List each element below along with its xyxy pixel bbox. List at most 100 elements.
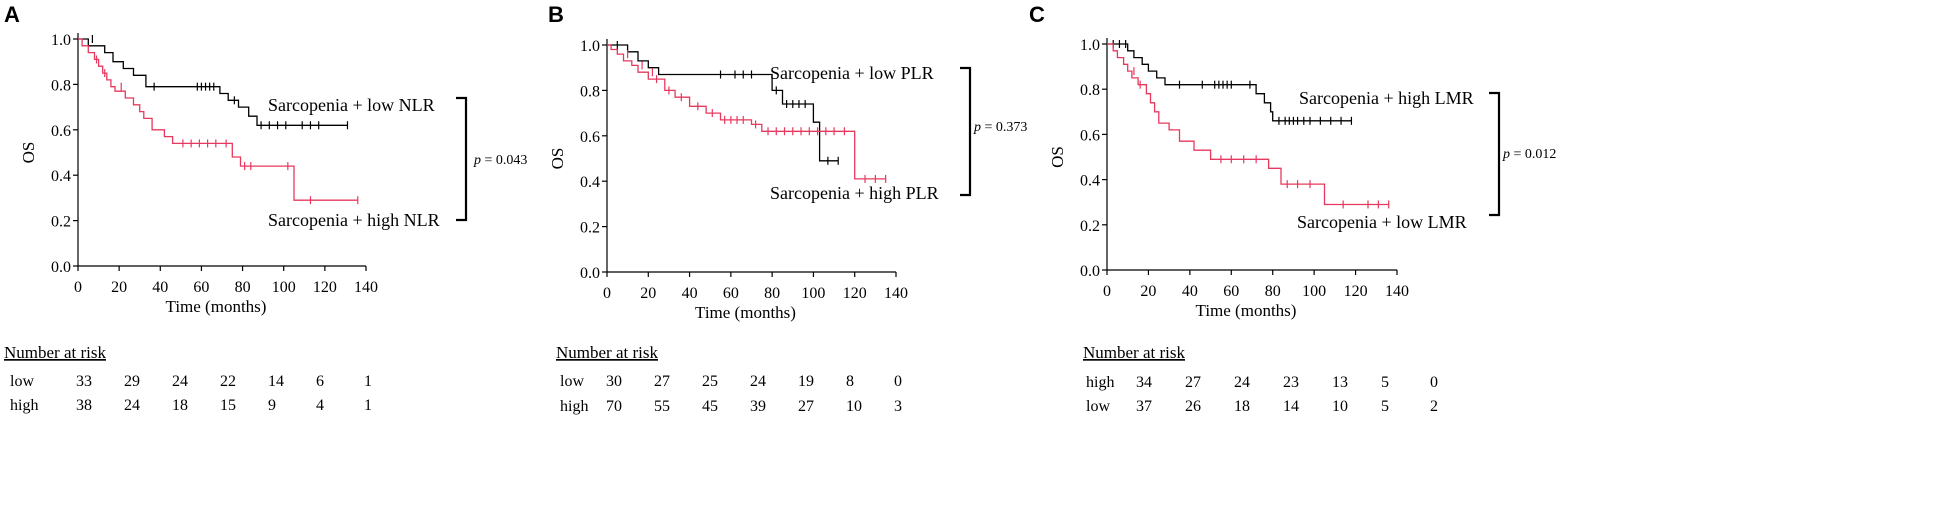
x-tick-label: 80 xyxy=(764,285,780,302)
risk-row-label: low xyxy=(1086,398,1110,415)
risk-value: 24 xyxy=(124,397,140,414)
y-axis-label: OS xyxy=(548,148,567,170)
comparison-bracket xyxy=(960,66,972,197)
risk-value: 38 xyxy=(76,397,92,414)
risk-value: 6 xyxy=(316,373,324,390)
x-tick-label: 140 xyxy=(354,279,378,296)
km-curve-comparison xyxy=(78,38,358,201)
risk-value: 24 xyxy=(172,373,188,390)
y-tick-label: 1.0 xyxy=(51,32,71,49)
x-tick-label: 0 xyxy=(1103,283,1111,300)
km-curve-reference xyxy=(1107,43,1352,122)
risk-value: 29 xyxy=(124,373,140,390)
p-symbol: p xyxy=(1502,147,1510,162)
risk-value: 1 xyxy=(364,373,372,390)
risk-value: 14 xyxy=(1283,398,1299,415)
risk-value: 45 xyxy=(702,398,718,415)
panel-letter: A xyxy=(4,2,20,27)
y-tick-label: 0.8 xyxy=(51,77,71,94)
risk-row-label: low xyxy=(10,373,34,390)
panel-letter: B xyxy=(548,2,564,27)
km-curve-reference xyxy=(78,38,348,126)
x-tick-label: 20 xyxy=(1140,283,1156,300)
panel-letter: C xyxy=(1029,2,1045,27)
x-tick-label: 120 xyxy=(313,279,337,296)
y-tick-label: 0.0 xyxy=(51,259,71,276)
risk-value: 5 xyxy=(1381,398,1389,415)
x-tick-label: 0 xyxy=(74,279,82,296)
x-tick-label: 60 xyxy=(193,279,209,296)
risk-value: 5 xyxy=(1381,374,1389,391)
risk-value: 0 xyxy=(1430,374,1438,391)
x-tick-label: 100 xyxy=(1302,283,1326,300)
p-value: = 0.373 xyxy=(981,120,1027,135)
risk-row-label: high xyxy=(560,398,588,415)
risk-value: 22 xyxy=(220,373,236,390)
y-tick-label: 0.2 xyxy=(51,214,71,231)
y-tick-label: 1.0 xyxy=(1080,37,1100,54)
risk-value: 27 xyxy=(654,373,670,390)
p-value-label: p = 0.012 xyxy=(1502,147,1556,162)
x-tick-label: 60 xyxy=(1223,283,1239,300)
x-tick-label: 120 xyxy=(1344,283,1368,300)
y-axis-label: OS xyxy=(19,142,38,164)
risk-value: 9 xyxy=(268,397,276,414)
legend-label: Sarcopenia + high NLR xyxy=(268,210,440,230)
p-value: = 0.043 xyxy=(481,153,527,168)
p-symbol: p xyxy=(473,153,481,168)
comparison-bracket xyxy=(1489,91,1501,217)
risk-row-label: low xyxy=(560,373,584,390)
y-tick-label: 1.0 xyxy=(580,38,600,55)
comparison-bracket xyxy=(456,96,468,222)
x-tick-label: 40 xyxy=(152,279,168,296)
legend-label: Sarcopenia + low LMR xyxy=(1297,212,1467,232)
risk-value: 10 xyxy=(1332,398,1348,415)
legend-label: Sarcopenia + low PLR xyxy=(770,63,934,83)
risk-value: 70 xyxy=(606,398,622,415)
x-tick-label: 140 xyxy=(884,285,908,302)
y-tick-label: 0.2 xyxy=(580,220,600,237)
x-axis-label: Time (months) xyxy=(166,297,267,316)
y-tick-label: 0.8 xyxy=(1080,82,1100,99)
x-tick-label: 40 xyxy=(1182,283,1198,300)
risk-value: 33 xyxy=(76,373,92,390)
risk-value: 10 xyxy=(846,398,862,415)
risk-value: 8 xyxy=(846,373,854,390)
y-axis-label: OS xyxy=(1048,146,1067,168)
risk-value: 55 xyxy=(654,398,670,415)
risk-value: 1 xyxy=(364,397,372,414)
panel-a: A 0 20 40 60 80 100 120 140 0.0 0.2 0.4 0.6 0.8 1.0 Tim… xyxy=(4,2,527,414)
km-curve-reference xyxy=(607,44,839,162)
p-value: = 0.012 xyxy=(1510,147,1556,162)
x-tick-label: 120 xyxy=(843,285,867,302)
y-tick-label: 0.8 xyxy=(580,83,600,100)
risk-value: 23 xyxy=(1283,374,1299,391)
y-tick-label: 0.4 xyxy=(1080,173,1100,190)
risk-value: 18 xyxy=(172,397,188,414)
risk-row-label: high xyxy=(1086,374,1114,391)
risk-value: 34 xyxy=(1136,374,1152,391)
risk-table-title: Number at risk xyxy=(1083,343,1185,362)
risk-value: 4 xyxy=(316,397,324,414)
risk-value: 37 xyxy=(1136,398,1152,415)
risk-value: 25 xyxy=(702,373,718,390)
panel-b: B0 20 40 60 80 100 120 1400.00.20.40.60.81.0Tim… xyxy=(548,2,1027,415)
risk-value: 27 xyxy=(1185,374,1201,391)
y-tick-label: 0.4 xyxy=(580,174,600,191)
x-tick-label: 20 xyxy=(640,285,656,302)
x-tick-label: 80 xyxy=(1265,283,1281,300)
p-value-label: p = 0.373 xyxy=(973,120,1027,135)
y-tick-label: 0.4 xyxy=(51,168,71,185)
y-tick-label: 0.0 xyxy=(580,265,600,282)
risk-value: 18 xyxy=(1234,398,1250,415)
legend-label: Sarcopenia + low NLR xyxy=(268,95,435,115)
risk-value: 0 xyxy=(894,373,902,390)
risk-value: 15 xyxy=(220,397,236,414)
risk-value: 13 xyxy=(1332,374,1348,391)
risk-value: 14 xyxy=(268,373,284,390)
y-tick-label: 0.6 xyxy=(51,123,71,140)
x-tick-label: 0 xyxy=(603,285,611,302)
x-tick-label: 80 xyxy=(235,279,251,296)
